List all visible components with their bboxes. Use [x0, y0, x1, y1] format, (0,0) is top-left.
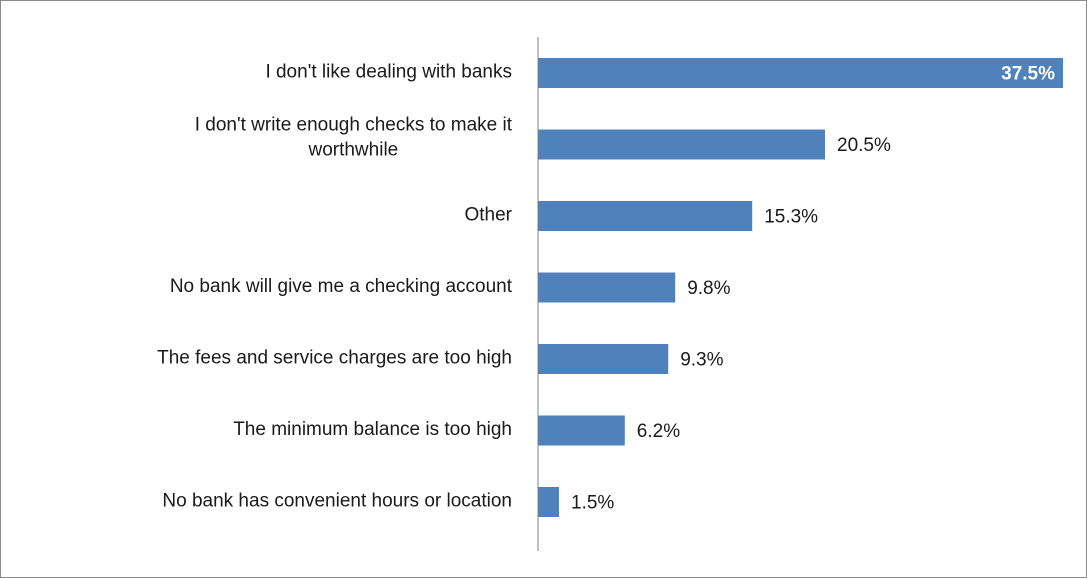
bar — [538, 415, 625, 446]
value-label: 15.3% — [764, 207, 818, 228]
category-label-line: worthwhile — [307, 140, 398, 161]
category-label-line: I don't write enough checks to make it — [195, 115, 513, 136]
value-label: 37.5% — [1001, 64, 1055, 85]
category-label: No bank will give me a checking account — [170, 276, 513, 297]
value-label: 9.3% — [680, 350, 723, 371]
bar — [538, 129, 825, 160]
bar — [538, 487, 559, 517]
bar — [538, 201, 753, 231]
value-labels-layer: 37.5% 20.5% 15.3% 9.8% 9.3% 6.2% 1.5% — [571, 64, 1055, 514]
category-label-line: The fees and service charges are too hig… — [157, 348, 512, 369]
bar — [538, 344, 669, 374]
value-label: 20.5% — [837, 135, 891, 156]
category-label-line: No bank has convenient hours or location — [162, 491, 512, 512]
value-label: 1.5% — [571, 493, 614, 514]
bar — [538, 58, 1063, 88]
category-label: The minimum balance is too high — [233, 419, 512, 440]
category-label: I don't like dealing with banks — [265, 62, 512, 83]
category-label-line: I don't like dealing with banks — [265, 62, 512, 83]
category-label: The fees and service charges are too hig… — [157, 348, 512, 369]
bar — [538, 272, 676, 303]
category-label-line: No bank will give me a checking account — [170, 276, 513, 297]
category-label-line: Other — [464, 205, 512, 226]
value-label: 6.2% — [637, 421, 680, 442]
category-label: Other — [464, 205, 512, 226]
category-label: I don't write enough checks to make it wo… — [195, 115, 513, 161]
category-label: No bank has convenient hours or location — [162, 491, 512, 512]
value-label: 9.8% — [687, 278, 730, 299]
category-label-line: The minimum balance is too high — [233, 419, 512, 440]
category-labels-layer: I don't like dealing with banks I don't w… — [157, 62, 513, 512]
bars-layer — [538, 58, 1063, 517]
